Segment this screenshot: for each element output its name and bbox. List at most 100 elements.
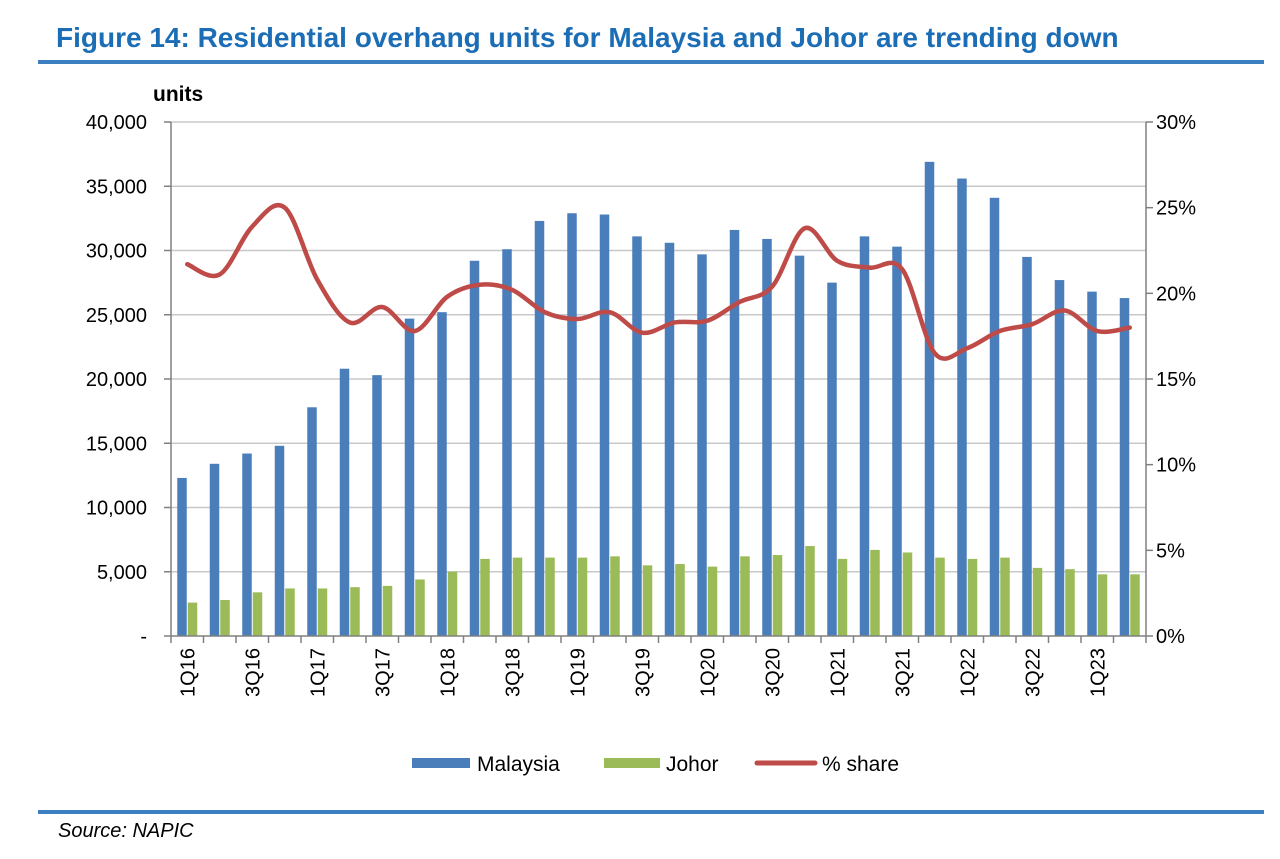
y-tick-label: 40,000 bbox=[86, 112, 147, 134]
top-divider bbox=[38, 60, 1264, 64]
bar-johor bbox=[805, 546, 815, 636]
bar-malaysia bbox=[209, 463, 220, 636]
x-tick-label: 1Q17 bbox=[307, 648, 329, 697]
bar-johor bbox=[1130, 574, 1140, 636]
source-note: Source: NAPIC bbox=[58, 820, 194, 842]
bar-johor bbox=[220, 600, 230, 636]
x-tick-label: 3Q20 bbox=[762, 648, 784, 697]
x-tick-label: 1Q23 bbox=[1087, 648, 1109, 697]
bar-johor bbox=[1065, 569, 1075, 636]
legend-johor-label: Johor bbox=[666, 753, 719, 776]
bar-johor bbox=[675, 564, 685, 636]
share-line bbox=[185, 203, 1132, 361]
bar-johor bbox=[967, 558, 978, 636]
bar-malaysia bbox=[664, 242, 675, 637]
bar-johor bbox=[610, 556, 620, 636]
bar-johor bbox=[1097, 574, 1108, 636]
chart-title: Figure 14: Residential overhang units fo… bbox=[56, 22, 1119, 53]
y2-tick-label: 25% bbox=[1156, 198, 1196, 220]
bar-johor bbox=[252, 592, 263, 636]
bar-johor bbox=[902, 552, 913, 636]
bar-johor bbox=[187, 602, 198, 636]
bar-malaysia bbox=[632, 236, 642, 637]
y-tick-label: 25,000 bbox=[86, 305, 147, 327]
bar-johor bbox=[545, 557, 555, 636]
bar-johor bbox=[740, 556, 750, 636]
bar-johor bbox=[1032, 567, 1043, 636]
y-axis-label: units bbox=[153, 83, 203, 106]
x-tick-label: 3Q16 bbox=[242, 648, 264, 697]
bar-malaysia bbox=[762, 238, 772, 636]
bar-johor bbox=[285, 588, 295, 636]
bar-johor bbox=[642, 565, 653, 636]
bar-malaysia bbox=[827, 282, 837, 636]
bar-johor bbox=[772, 555, 783, 636]
legend-share-label: % share bbox=[822, 753, 899, 776]
bar-malaysia bbox=[404, 318, 415, 636]
y2-tick-label: 0% bbox=[1156, 626, 1185, 648]
bar-malaysia bbox=[1087, 291, 1097, 636]
x-tick-label: 1Q19 bbox=[567, 648, 589, 697]
bar-johor bbox=[447, 571, 458, 636]
bar-johor bbox=[415, 579, 425, 636]
bar-malaysia bbox=[989, 197, 1000, 636]
bar-johor bbox=[577, 557, 588, 636]
bar-johor bbox=[870, 549, 880, 636]
x-tick-label: 3Q18 bbox=[502, 648, 524, 697]
bar-malaysia bbox=[859, 236, 870, 637]
bar-malaysia bbox=[469, 260, 480, 636]
x-tick-label: 3Q19 bbox=[632, 648, 654, 697]
y2-tick-label: 15% bbox=[1156, 369, 1196, 391]
bar-johor bbox=[707, 566, 718, 636]
bar-malaysia bbox=[339, 368, 350, 636]
bar-malaysia bbox=[242, 453, 252, 636]
y2-tick-label: 10% bbox=[1156, 455, 1196, 477]
bar-malaysia bbox=[177, 477, 187, 636]
bar-malaysia bbox=[1119, 298, 1130, 636]
bar-johor bbox=[350, 587, 360, 636]
y-tick-label: 5,000 bbox=[97, 562, 147, 584]
x-tick-label: 1Q22 bbox=[957, 648, 979, 697]
bar-malaysia bbox=[794, 255, 805, 636]
y-tick-label: 15,000 bbox=[86, 433, 147, 455]
y-tick-label: - bbox=[140, 626, 147, 648]
bar-malaysia bbox=[502, 249, 512, 636]
y-tick-label: 30,000 bbox=[86, 241, 147, 263]
bar-malaysia bbox=[372, 375, 382, 636]
bar-johor bbox=[512, 557, 523, 636]
y2-tick-label: 20% bbox=[1156, 283, 1196, 305]
x-tick-label: 3Q22 bbox=[1022, 648, 1044, 697]
legend-malaysia-label: Malaysia bbox=[477, 753, 560, 776]
x-tick-label: 1Q20 bbox=[697, 648, 719, 697]
legend-johor-swatch bbox=[604, 758, 660, 768]
bar-malaysia bbox=[307, 407, 317, 636]
bar-malaysia bbox=[599, 214, 610, 636]
bar-johor bbox=[837, 558, 848, 636]
x-tick-label: 1Q21 bbox=[827, 648, 849, 697]
bar-malaysia bbox=[437, 312, 447, 636]
x-tick-label: 1Q18 bbox=[437, 648, 459, 697]
x-tick-label: 1Q16 bbox=[177, 648, 199, 697]
bar-johor bbox=[317, 588, 328, 636]
bar-malaysia bbox=[892, 246, 902, 636]
bar-johor bbox=[382, 585, 393, 636]
y2-tick-label: 5% bbox=[1156, 540, 1185, 562]
bar-malaysia bbox=[1022, 256, 1032, 636]
bar-malaysia bbox=[567, 213, 577, 637]
bar-malaysia bbox=[697, 254, 707, 637]
bar-malaysia bbox=[534, 220, 545, 636]
bar-johor bbox=[1000, 557, 1010, 636]
bar-malaysia bbox=[957, 178, 967, 637]
x-tick-label: 3Q21 bbox=[892, 648, 914, 697]
legend-malaysia-swatch bbox=[412, 758, 470, 768]
y2-tick-label: 30% bbox=[1156, 112, 1196, 134]
bar-malaysia bbox=[274, 445, 285, 636]
y-tick-label: 35,000 bbox=[86, 176, 147, 198]
bar-malaysia bbox=[1054, 280, 1065, 636]
bar-malaysia bbox=[924, 161, 935, 636]
bar-johor bbox=[480, 558, 490, 636]
y-tick-label: 20,000 bbox=[86, 369, 147, 391]
y-tick-label: 10,000 bbox=[86, 498, 147, 520]
x-tick-label: 3Q17 bbox=[372, 648, 394, 697]
